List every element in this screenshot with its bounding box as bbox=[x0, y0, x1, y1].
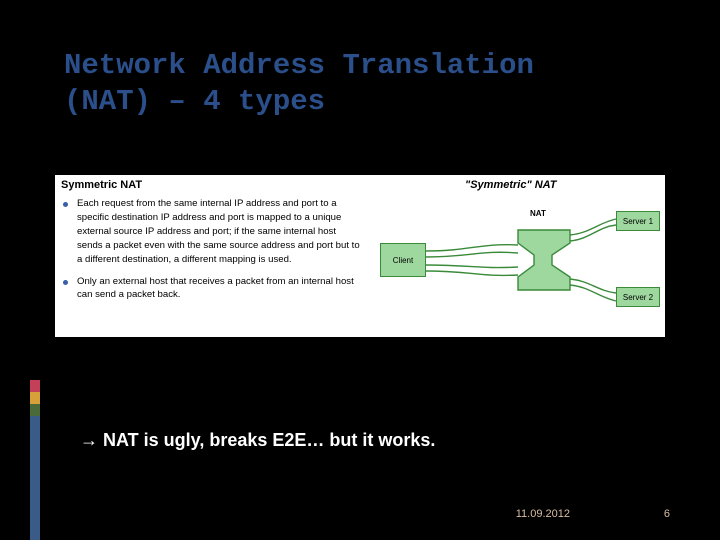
accent-seg-2 bbox=[30, 380, 40, 392]
left-accent-stripe bbox=[30, 0, 40, 540]
content-panel: Symmetric NAT "Symmetric" NAT Each reque… bbox=[55, 175, 665, 337]
slide-title: Network Address Translation (NAT) – 4 ty… bbox=[64, 48, 534, 121]
bullet-list: Each request from the same internal IP a… bbox=[63, 197, 363, 310]
accent-seg-5 bbox=[30, 416, 40, 540]
panel-heading-right: "Symmetric" NAT bbox=[465, 179, 557, 191]
conclusion-text: NAT is ugly, breaks E2E… but it works. bbox=[98, 430, 435, 450]
nat-label: NAT bbox=[530, 209, 546, 218]
server1-node-label: Server 1 bbox=[623, 217, 653, 226]
footer-page-number: 6 bbox=[664, 508, 670, 520]
panel-heading-left: Symmetric NAT bbox=[61, 179, 142, 191]
bullet-item: Each request from the same internal IP a… bbox=[63, 197, 363, 267]
client-node: Client bbox=[380, 243, 426, 277]
server2-node: Server 2 bbox=[616, 287, 660, 307]
accent-seg-4 bbox=[30, 404, 40, 416]
accent-seg-3 bbox=[30, 392, 40, 404]
client-node-label: Client bbox=[393, 256, 413, 265]
accent-seg-1 bbox=[30, 0, 40, 380]
arrow-icon: → bbox=[80, 430, 98, 450]
server1-node: Server 1 bbox=[616, 211, 660, 231]
bullet-item: Only an external host that receives a pa… bbox=[63, 275, 363, 303]
nat-diagram: NAT Client Server 1 Server 2 bbox=[380, 195, 660, 335]
conclusion-line: → NAT is ugly, breaks E2E… but it works. bbox=[80, 430, 435, 451]
server2-node-label: Server 2 bbox=[623, 293, 653, 302]
footer-date: 11.09.2012 bbox=[516, 508, 570, 520]
